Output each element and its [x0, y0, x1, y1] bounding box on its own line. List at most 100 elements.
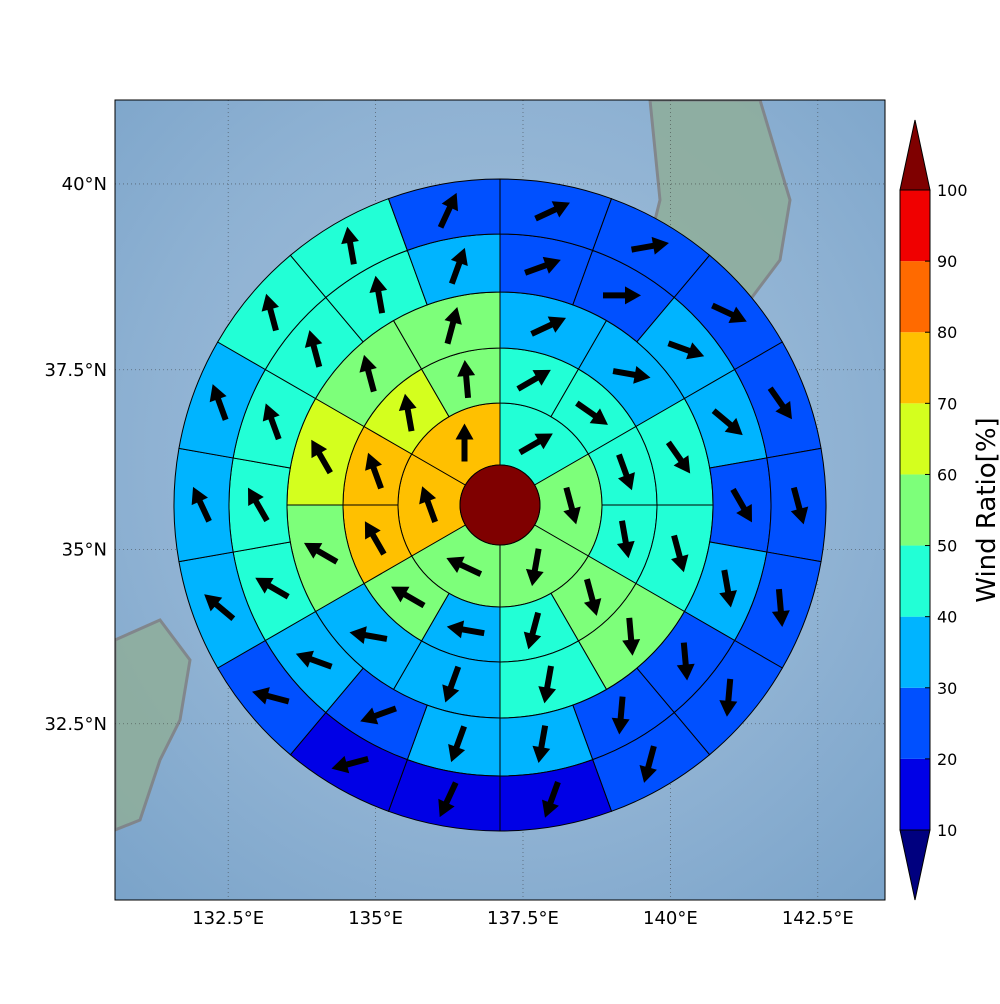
x-tick-label: 142.5°E: [782, 908, 854, 929]
wind-arrow: [525, 548, 544, 587]
land-kyushu: [115, 618, 192, 832]
wind-arrow: [616, 520, 635, 559]
wind-arrow: [359, 354, 377, 393]
wind-arrow: [448, 725, 467, 763]
wind-arrow: [532, 725, 551, 764]
wind-arrow: [446, 620, 485, 639]
wind-arrow: [457, 359, 476, 399]
wind-arrow: [639, 745, 657, 783]
wind-arrow: [438, 781, 459, 818]
wind-arrow: [711, 408, 743, 436]
colorbar-tick-label: 90: [937, 252, 957, 271]
colorbar-tick-label: 100: [937, 181, 968, 200]
wind-arrow: [449, 247, 468, 285]
wind-arrow: [790, 486, 809, 525]
colorbar-bin: [900, 403, 930, 475]
wind-arrow: [583, 578, 602, 616]
wind-arrow: [261, 293, 279, 332]
wind-arrow: [455, 423, 474, 462]
colorbar-tick-label: 60: [937, 465, 957, 484]
wind-arrow: [524, 256, 561, 276]
wind-arrow: [391, 586, 426, 609]
wind-arrow: [667, 340, 705, 360]
colorbar-bin: [900, 190, 930, 262]
wind-arrow: [349, 626, 388, 644]
colorbar-tick-label: 40: [937, 608, 957, 627]
colorbar-extend-high: [899, 119, 931, 191]
wind-arrow: [719, 678, 738, 717]
wind-arrow: [612, 366, 651, 384]
wind-arrow: [364, 521, 387, 556]
wind-arrow: [616, 453, 635, 491]
wind-arrow: [631, 236, 669, 255]
x-tick-label: 132.5°E: [192, 908, 264, 929]
y-tick-label: 32.5°N: [44, 714, 107, 735]
colorbar-bin: [900, 687, 930, 759]
colorbar-tick-label: 30: [937, 679, 957, 698]
wind-arrow: [719, 569, 737, 608]
colorbar-bin: [900, 332, 930, 404]
wind-arrow: [603, 286, 641, 305]
wind-arrow: [204, 594, 236, 621]
wind-arrow: [304, 330, 323, 368]
wind-arrow: [711, 302, 747, 323]
colorbar-frame: [899, 189, 931, 831]
wind-arrow: [295, 650, 333, 670]
colorbar-tick-label: 10: [937, 821, 957, 840]
wind-arrow: [516, 369, 551, 392]
wind-arrow: [671, 534, 689, 573]
wind-arrow: [369, 275, 388, 314]
wind-arrow: [676, 642, 695, 681]
wind-arrow: [575, 400, 608, 425]
wind-arrow: [311, 439, 333, 475]
plot-frame: [114, 99, 886, 901]
wind-arrow: [523, 611, 542, 650]
colorbar-tick-label: 50: [937, 537, 957, 556]
wind-rose: [173, 178, 827, 832]
wind-arrow: [262, 403, 282, 441]
wind-arrow: [730, 487, 752, 523]
colorbar-tick-label: 20: [937, 750, 957, 769]
colorbar-label: Wind Ratio[%]: [972, 417, 1000, 602]
wind-arrow: [365, 452, 384, 490]
wind-arrow: [446, 556, 483, 577]
wind-arrow: [771, 588, 790, 628]
wind-arrow: [530, 316, 567, 337]
colorbar-bin: [900, 616, 930, 688]
y-tick-label: 40°N: [62, 174, 107, 195]
x-tick-label: 140°E: [643, 908, 698, 929]
colorbar-bin: [900, 545, 930, 617]
wind-arrow: [518, 433, 553, 456]
wind-arrow: [209, 384, 229, 421]
colorbar-bin: [900, 758, 930, 830]
wind-arrow: [542, 781, 561, 818]
wind-arrow: [442, 665, 462, 703]
wind-arrow: [248, 487, 270, 523]
center-disc: [459, 464, 541, 546]
wind-arrow: [303, 542, 339, 565]
colorbar-tick-label: 70: [937, 394, 957, 413]
wind-arrow: [611, 696, 630, 735]
wind-arrow: [252, 687, 290, 705]
wind-arrow: [444, 306, 462, 345]
colorbar-extend-low: [899, 829, 931, 901]
x-tick-label: 137.5°E: [487, 908, 559, 929]
wind-arrow: [437, 192, 459, 229]
wind-arrow: [255, 577, 290, 600]
wind-arrow: [341, 226, 359, 265]
y-tick-label: 35°N: [62, 539, 107, 560]
wind-arrow: [419, 486, 438, 523]
colorbar-tick-label: 80: [937, 323, 957, 342]
wind-arrow: [622, 617, 641, 656]
colorbar-bin: [900, 474, 930, 546]
wind-arrow: [767, 386, 792, 420]
wind-arrow: [534, 201, 570, 222]
wind-arrow: [563, 486, 581, 525]
wind-arrow: [360, 705, 397, 725]
colorbar: 10 20 30 40 50 60 70 80 90 100: [899, 119, 968, 901]
wind-arrow: [538, 665, 557, 704]
wind-arrow: [398, 393, 417, 432]
wind-arrow: [665, 440, 691, 474]
